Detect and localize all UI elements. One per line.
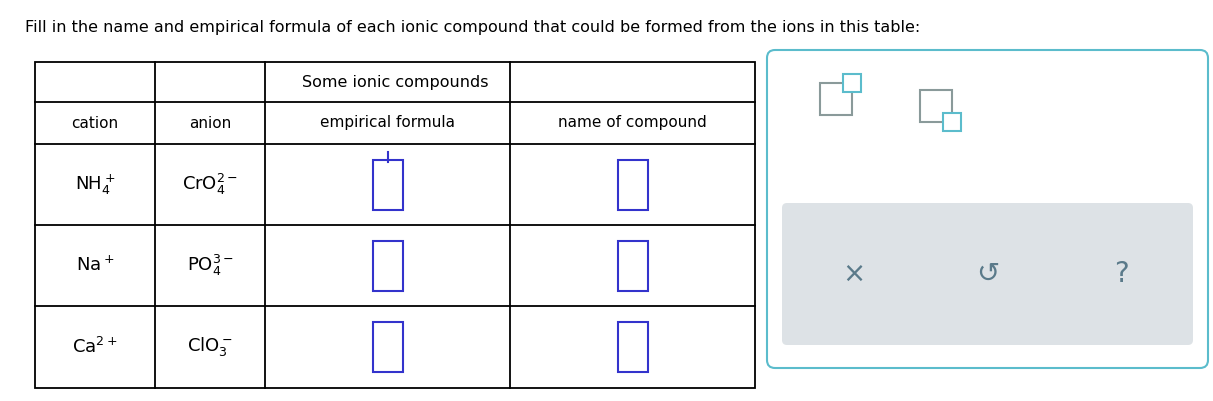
Bar <box>919 90 952 122</box>
Text: empirical formula: empirical formula <box>320 115 455 130</box>
Bar <box>820 83 852 115</box>
FancyBboxPatch shape <box>782 203 1194 345</box>
Text: Na$^+$: Na$^+$ <box>76 256 114 275</box>
Text: Some ionic compounds: Some ionic compounds <box>302 75 489 89</box>
Text: anion: anion <box>189 115 232 130</box>
Bar <box>843 74 861 92</box>
Bar <box>372 160 403 209</box>
Bar <box>617 160 648 209</box>
Text: CrO$_4^{2-}$: CrO$_4^{2-}$ <box>182 172 238 197</box>
Bar <box>617 322 648 372</box>
Bar <box>372 322 403 372</box>
Bar <box>943 113 961 131</box>
Text: Ca$^{2+}$: Ca$^{2+}$ <box>73 337 118 357</box>
Text: cation: cation <box>72 115 119 130</box>
Text: ?: ? <box>1114 260 1128 288</box>
Text: PO$_4^{3-}$: PO$_4^{3-}$ <box>187 253 233 278</box>
Text: NH$_4^+$: NH$_4^+$ <box>75 172 115 196</box>
Text: ClO$_3^-$: ClO$_3^-$ <box>187 336 233 358</box>
Bar <box>372 241 403 290</box>
FancyBboxPatch shape <box>767 50 1208 368</box>
Text: ↺: ↺ <box>976 260 1000 288</box>
Text: Fill in the name and empirical formula of each ionic compound that could be form: Fill in the name and empirical formula o… <box>25 20 921 35</box>
Text: name of compound: name of compound <box>558 115 707 130</box>
Text: ×: × <box>842 260 865 288</box>
Bar <box>35 62 754 388</box>
Bar <box>617 241 648 290</box>
